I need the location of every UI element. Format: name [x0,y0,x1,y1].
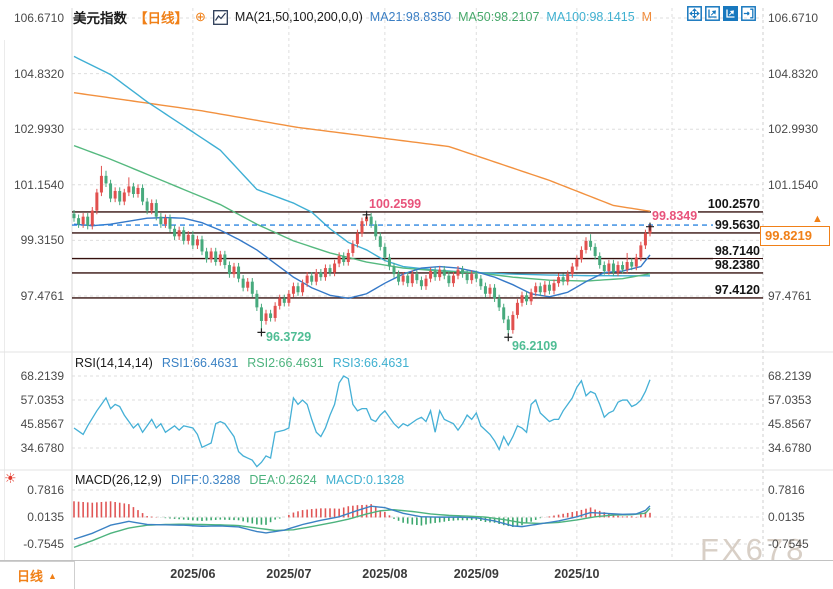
main-axis-label-right: 102.9930 [768,122,819,137]
month-label: 2025/10 [554,567,600,581]
axis-scale-active-icon[interactable] [722,5,739,22]
month-label: 2025/09 [453,567,499,581]
indicator-chart-icon[interactable] [212,9,228,25]
period-selector-button[interactable]: 日线 ▲ [0,561,75,589]
level-line-label: 99.5630 [712,217,762,232]
fx678-watermark: FX678 [700,532,807,567]
period-tag: 【日线】 [134,11,188,26]
rsi-axis-label-left: 45.8567 [20,416,64,431]
rsi-axis-label-left: 68.2139 [20,369,64,383]
window-left-border [4,40,5,580]
main-axis-label-right: 104.8320 [768,66,819,81]
macd-axis-label-right: 0.7816 [768,483,805,497]
ma200-value-truncated: M [641,10,653,24]
time-axis-bar [0,560,833,589]
ma50-value: MA50:98.2107 [458,10,540,24]
ma-params-label: MA(21,50,100,200,0,0) [234,10,363,24]
rsi-axis-label-left: 34.6780 [20,441,64,455]
month-label: 2025/06 [170,567,216,581]
rsi-axis-label-left: 57.0353 [20,392,64,407]
main-axis-label-left: 104.8320 [13,66,64,81]
level-line-label: 100.2570 [705,196,762,211]
rsi-axis-label-right: 57.0353 [768,392,812,407]
macd-value: MACD:0.1328 [325,473,405,487]
current-price-box: 99.8219 [760,226,830,246]
macd-axis-label-left: 0.7816 [27,483,64,497]
rsi3-value: RSI3:66.4631 [332,356,410,370]
main-axis-label-right: 101.1540 [768,177,819,192]
pan-move-icon[interactable] [687,6,702,21]
last-high-label: 99.8349 [651,209,699,223]
main-axis-label-right: 106.6710 [768,11,819,25]
main-axis-label-left: 102.9930 [13,122,64,137]
sept-low-label: 96.2109 [512,339,558,353]
rsi-axis-label-right: 45.8567 [768,416,812,431]
july-low-label: 96.3729 [266,330,312,344]
month-label: 2025/08 [362,567,408,581]
exit-fullscreen-icon[interactable] [741,6,756,21]
period-selector-label: 日线 [17,569,44,584]
rsi-axis-label-right: 68.2139 [768,369,812,383]
axis-scale-icon[interactable] [705,6,720,21]
main-axis-label-left: 97.4761 [20,289,64,303]
ma21-value: MA21:98.8350 [369,10,452,24]
main-axis-label-left: 101.1540 [13,177,64,192]
macd-axis-label-right: 0.0135 [768,510,805,524]
level-line-label: 98.2380 [712,257,762,272]
macd-axis-label-left: 0.0135 [27,510,64,524]
macd-header: MACD(26,12,9) DIFF:0.3288 DEA:0.2624 MAC… [75,473,404,487]
period-up-arrow-icon: ▲ [48,570,57,581]
level-line-label: 98.7140 [712,243,762,258]
diff-value: DIFF:0.3288 [170,473,241,487]
rsi1-value: RSI1:66.4631 [161,356,239,370]
rsi-name: RSI(14,14,14) [75,356,153,370]
macd-axis-label-left: -0.7545 [23,536,64,551]
instrument-title: 美元指数 [73,11,127,26]
ma100-value: MA100:98.1415 [546,10,635,24]
main-axis-label-left: 99.3150 [20,233,64,248]
macd-name: MACD(26,12,9) [75,473,162,487]
rsi2-value: RSI2:66.4631 [247,356,324,370]
swing-high-label: 100.2599 [368,197,423,211]
month-label: 2025/07 [266,567,312,581]
main-axis-label-left: 106.6710 [13,11,64,25]
level-line-label: 97.4120 [712,282,762,297]
macd-axis-label-right: -0.7545 [768,536,809,551]
dea-value: DEA:0.2624 [249,473,317,487]
main-axis-label-right: 97.4761 [768,289,812,303]
indicator-settings-sun-icon[interactable]: ☀ [4,470,17,486]
rsi-header: RSI(14,14,14) RSI1:66.4631 RSI2:66.4631 … [75,356,409,370]
expand-icon[interactable]: ⊕ [195,9,206,24]
chart-toolbar [687,5,756,22]
main-chart-header: 美元指数 【日线】 ⊕ MA(21,50,100,200,0,0) MA21:9… [73,7,652,27]
price-up-arrow-icon: ▲ [812,213,823,225]
rsi-axis-label-right: 34.6780 [768,441,812,455]
